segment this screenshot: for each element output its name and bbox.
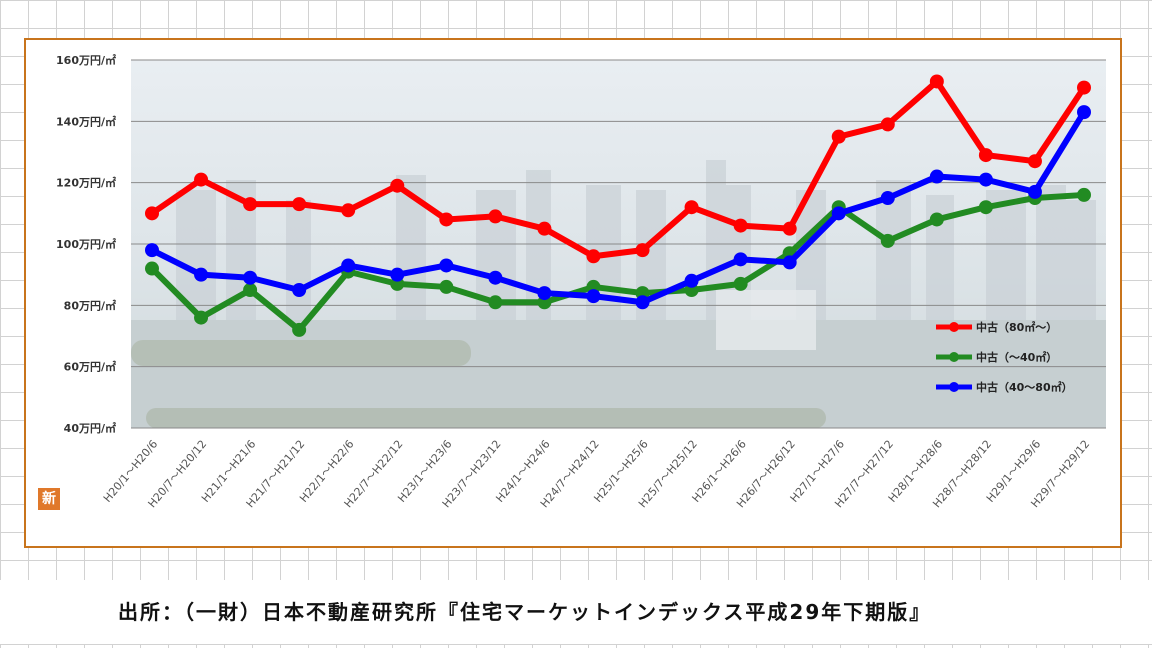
data-point — [439, 258, 454, 273]
y-tick-label: 120万円/㎡ — [56, 176, 116, 190]
data-point — [929, 74, 944, 89]
data-point — [341, 203, 356, 218]
y-axis-ticks: 40万円/㎡ 60万円/㎡ 80万円/㎡ 100万円/㎡ 120万円/㎡ 140万円/㎡ 1… — [56, 53, 116, 435]
bg-building — [1066, 200, 1096, 320]
y-tick-label: 60万円/㎡ — [64, 360, 116, 374]
gridlines — [131, 59, 1106, 429]
data-point — [635, 295, 650, 310]
x-axis-ticks: H20/1～H20/6H20/7～H20/12H21/1～H21/6H21/7～… — [101, 438, 1092, 511]
data-point — [684, 273, 699, 288]
data-point — [488, 295, 503, 310]
data-point — [782, 255, 797, 270]
data-point — [1077, 187, 1091, 202]
data-point — [194, 172, 209, 187]
data-point — [880, 233, 895, 248]
bg-bridge-tower — [716, 290, 816, 350]
bg-shore — [146, 408, 826, 428]
bg-island — [131, 340, 471, 366]
legend-marker — [949, 382, 959, 392]
source-caption: 出所：（一財）日本不動産研究所『住宅マーケットインデックス平成29年下期版』 — [118, 600, 932, 624]
data-point — [586, 289, 601, 304]
series-line — [149, 191, 1085, 333]
data-point — [145, 206, 159, 221]
y-tick-label: 80万円/㎡ — [64, 298, 116, 312]
line-chart: 40万円/㎡ 60万円/㎡ 80万円/㎡ 100万円/㎡ 120万円/㎡ 140万円/㎡ 1… — [56, 53, 1106, 511]
data-point — [292, 283, 307, 297]
source-band — [0, 580, 1152, 644]
bg-building — [876, 180, 911, 320]
data-point — [390, 178, 405, 193]
legend: 中古（80㎡～） 中古（～40㎡） 中古（40～80㎡） — [936, 320, 1073, 394]
data-point — [145, 243, 159, 258]
data-point — [243, 270, 258, 285]
data-point — [1077, 105, 1091, 120]
data-point — [831, 129, 846, 144]
series-lines — [145, 74, 1091, 337]
data-point — [733, 276, 748, 291]
data-point — [488, 209, 503, 224]
bg-building — [1036, 185, 1066, 320]
y-tick-label: 160万円/㎡ — [56, 53, 116, 67]
data-point — [635, 243, 650, 258]
data-point — [243, 197, 258, 212]
bg-building — [706, 160, 726, 320]
legend-label: 中古（～40㎡） — [976, 350, 1057, 364]
y-tick-label: 40万円/㎡ — [64, 421, 116, 435]
new-badge: 新 — [38, 488, 60, 510]
data-point — [684, 200, 699, 215]
data-point — [880, 117, 895, 132]
data-point — [488, 270, 503, 285]
data-point — [831, 206, 846, 221]
series-line — [150, 110, 1087, 306]
bg-building — [286, 200, 311, 320]
data-point — [978, 148, 993, 163]
y-tick-label: 140万円/㎡ — [56, 114, 116, 128]
data-point — [782, 221, 797, 236]
data-point — [978, 200, 993, 215]
series-0 — [145, 74, 1091, 264]
legend-marker — [949, 322, 959, 332]
series-2 — [145, 105, 1091, 310]
data-point — [292, 197, 307, 212]
data-point — [1027, 184, 1042, 199]
data-point — [243, 283, 258, 297]
data-point — [733, 252, 748, 267]
data-point — [978, 172, 993, 187]
data-point — [390, 267, 405, 282]
data-point — [292, 322, 307, 337]
data-point — [439, 279, 454, 294]
data-point — [880, 191, 895, 205]
data-point — [929, 212, 944, 227]
data-point — [194, 267, 209, 282]
data-point — [145, 261, 159, 276]
legend-label: 中古（80㎡～） — [976, 320, 1057, 334]
data-point — [1077, 80, 1091, 95]
legend-label: 中古（40～80㎡） — [976, 380, 1073, 394]
data-point — [929, 169, 944, 184]
data-point — [439, 212, 454, 227]
data-point — [537, 221, 552, 236]
series-line — [150, 78, 1087, 260]
y-tick-label: 100万円/㎡ — [56, 237, 116, 251]
data-point — [537, 286, 552, 301]
data-point — [341, 258, 356, 273]
chart-frame: 40万円/㎡ 60万円/㎡ 80万円/㎡ 100万円/㎡ 120万円/㎡ 140万円/㎡ 1… — [24, 38, 1122, 548]
data-point — [733, 218, 748, 233]
legend-marker — [949, 352, 959, 362]
data-point — [586, 249, 601, 264]
bg-building — [986, 190, 1026, 320]
data-point — [1027, 154, 1042, 169]
data-point — [194, 310, 209, 325]
